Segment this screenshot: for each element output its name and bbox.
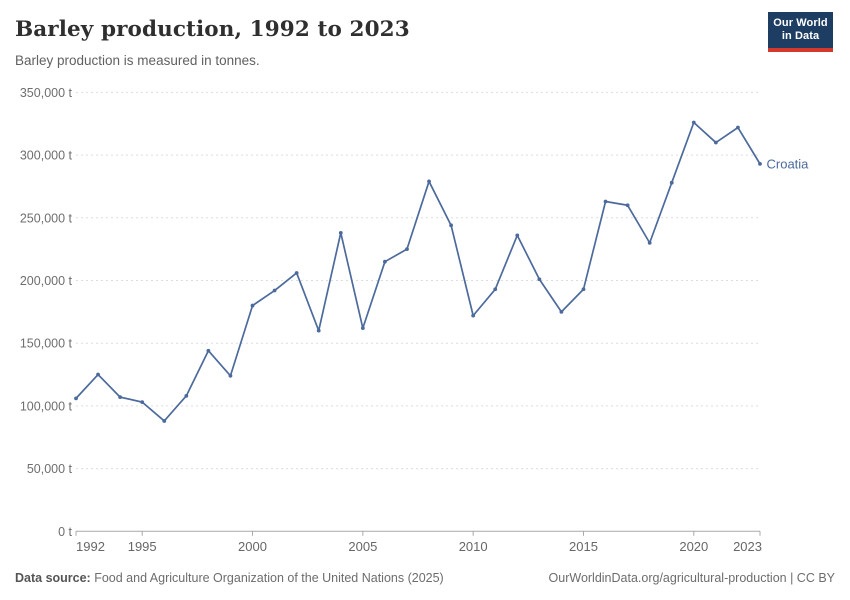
data-point-marker [471, 313, 476, 318]
data-point-marker [581, 287, 586, 292]
data-point-marker [713, 140, 718, 145]
chart-title: Barley production, 1992 to 2023 [15, 17, 410, 42]
y-tick-label: 150,000 t [20, 337, 73, 351]
owid-logo[interactable]: Our World in Data [768, 12, 833, 52]
chart-subtitle: Barley production is measured in tonnes. [15, 53, 260, 68]
y-tick-label: 100,000 t [20, 399, 73, 413]
data-point-marker [603, 199, 608, 204]
data-point-marker [691, 120, 696, 125]
y-axis-labels: 0 t 50,000 t 100,000 t 150,000 t 200,000 t 25… [20, 86, 73, 539]
data-point-marker [272, 288, 277, 293]
x-tick-label: 2010 [459, 539, 488, 554]
x-tick-label: 2023 [733, 539, 762, 554]
data-point-marker [647, 240, 652, 245]
y-tick-label: 50,000 t [27, 462, 73, 476]
x-tick-label: 2000 [238, 539, 267, 554]
data-source-label: Data source: [15, 571, 91, 585]
data-source: Data source: Food and Agriculture Organi… [15, 571, 444, 585]
y-tick-label: 250,000 t [20, 211, 73, 225]
x-axis: 1992 1995 2000 2005 2010 2015 2020 2023 [75, 531, 762, 554]
data-point-marker [360, 326, 365, 331]
data-point-marker [669, 180, 674, 185]
data-point-marker [96, 372, 100, 377]
data-point-marker [250, 303, 255, 308]
data-point-marker [140, 400, 145, 405]
data-point-marker [338, 230, 343, 235]
data-point-marker [405, 247, 409, 252]
data-point-marker [118, 395, 123, 400]
data-point-marker [515, 233, 520, 238]
data-point-marker [449, 223, 453, 228]
x-tick-label: 1992 [76, 539, 105, 554]
x-tick-label: 2005 [348, 539, 377, 554]
data-point-marker [294, 271, 299, 275]
y-tick-label: 300,000 t [20, 149, 73, 163]
x-tick-label: 2020 [679, 539, 708, 554]
data-point-marker [758, 161, 762, 166]
data-point-marker [383, 259, 387, 264]
data-point-marker [206, 348, 211, 353]
owid-link[interactable]: OurWorldinData.org/agricultural-producti… [548, 571, 835, 585]
y-gridlines [76, 91, 760, 532]
data-point-marker [74, 396, 78, 401]
entity-label-croatia[interactable]: Croatia [767, 156, 810, 171]
data-point-marker [184, 393, 189, 398]
data-point-marker [162, 419, 167, 423]
y-tick-label: 0 t [58, 525, 72, 539]
data-point-marker [427, 179, 431, 184]
data-point-marker [559, 309, 564, 314]
data-point-marker [537, 277, 542, 282]
data-point-marker [228, 373, 233, 378]
y-tick-label: 200,000 t [20, 274, 73, 288]
series-markers [74, 120, 762, 423]
data-point-marker [493, 287, 498, 292]
chart-footer: Data source: Food and Agriculture Organi… [15, 568, 835, 588]
data-point-marker [736, 125, 740, 130]
x-tick-label: 2015 [569, 539, 598, 554]
owid-logo-line1: Our World [773, 17, 828, 29]
x-tick-label: 1995 [128, 539, 157, 554]
y-tick-label: 350,000 t [20, 86, 73, 100]
data-source-text: Food and Agriculture Organization of the… [90, 571, 444, 585]
series-line-croatia[interactable] [75, 121, 761, 422]
data-point-marker [316, 328, 321, 333]
owid-logo-line2: in Data [781, 30, 820, 42]
data-point-marker [625, 203, 630, 208]
